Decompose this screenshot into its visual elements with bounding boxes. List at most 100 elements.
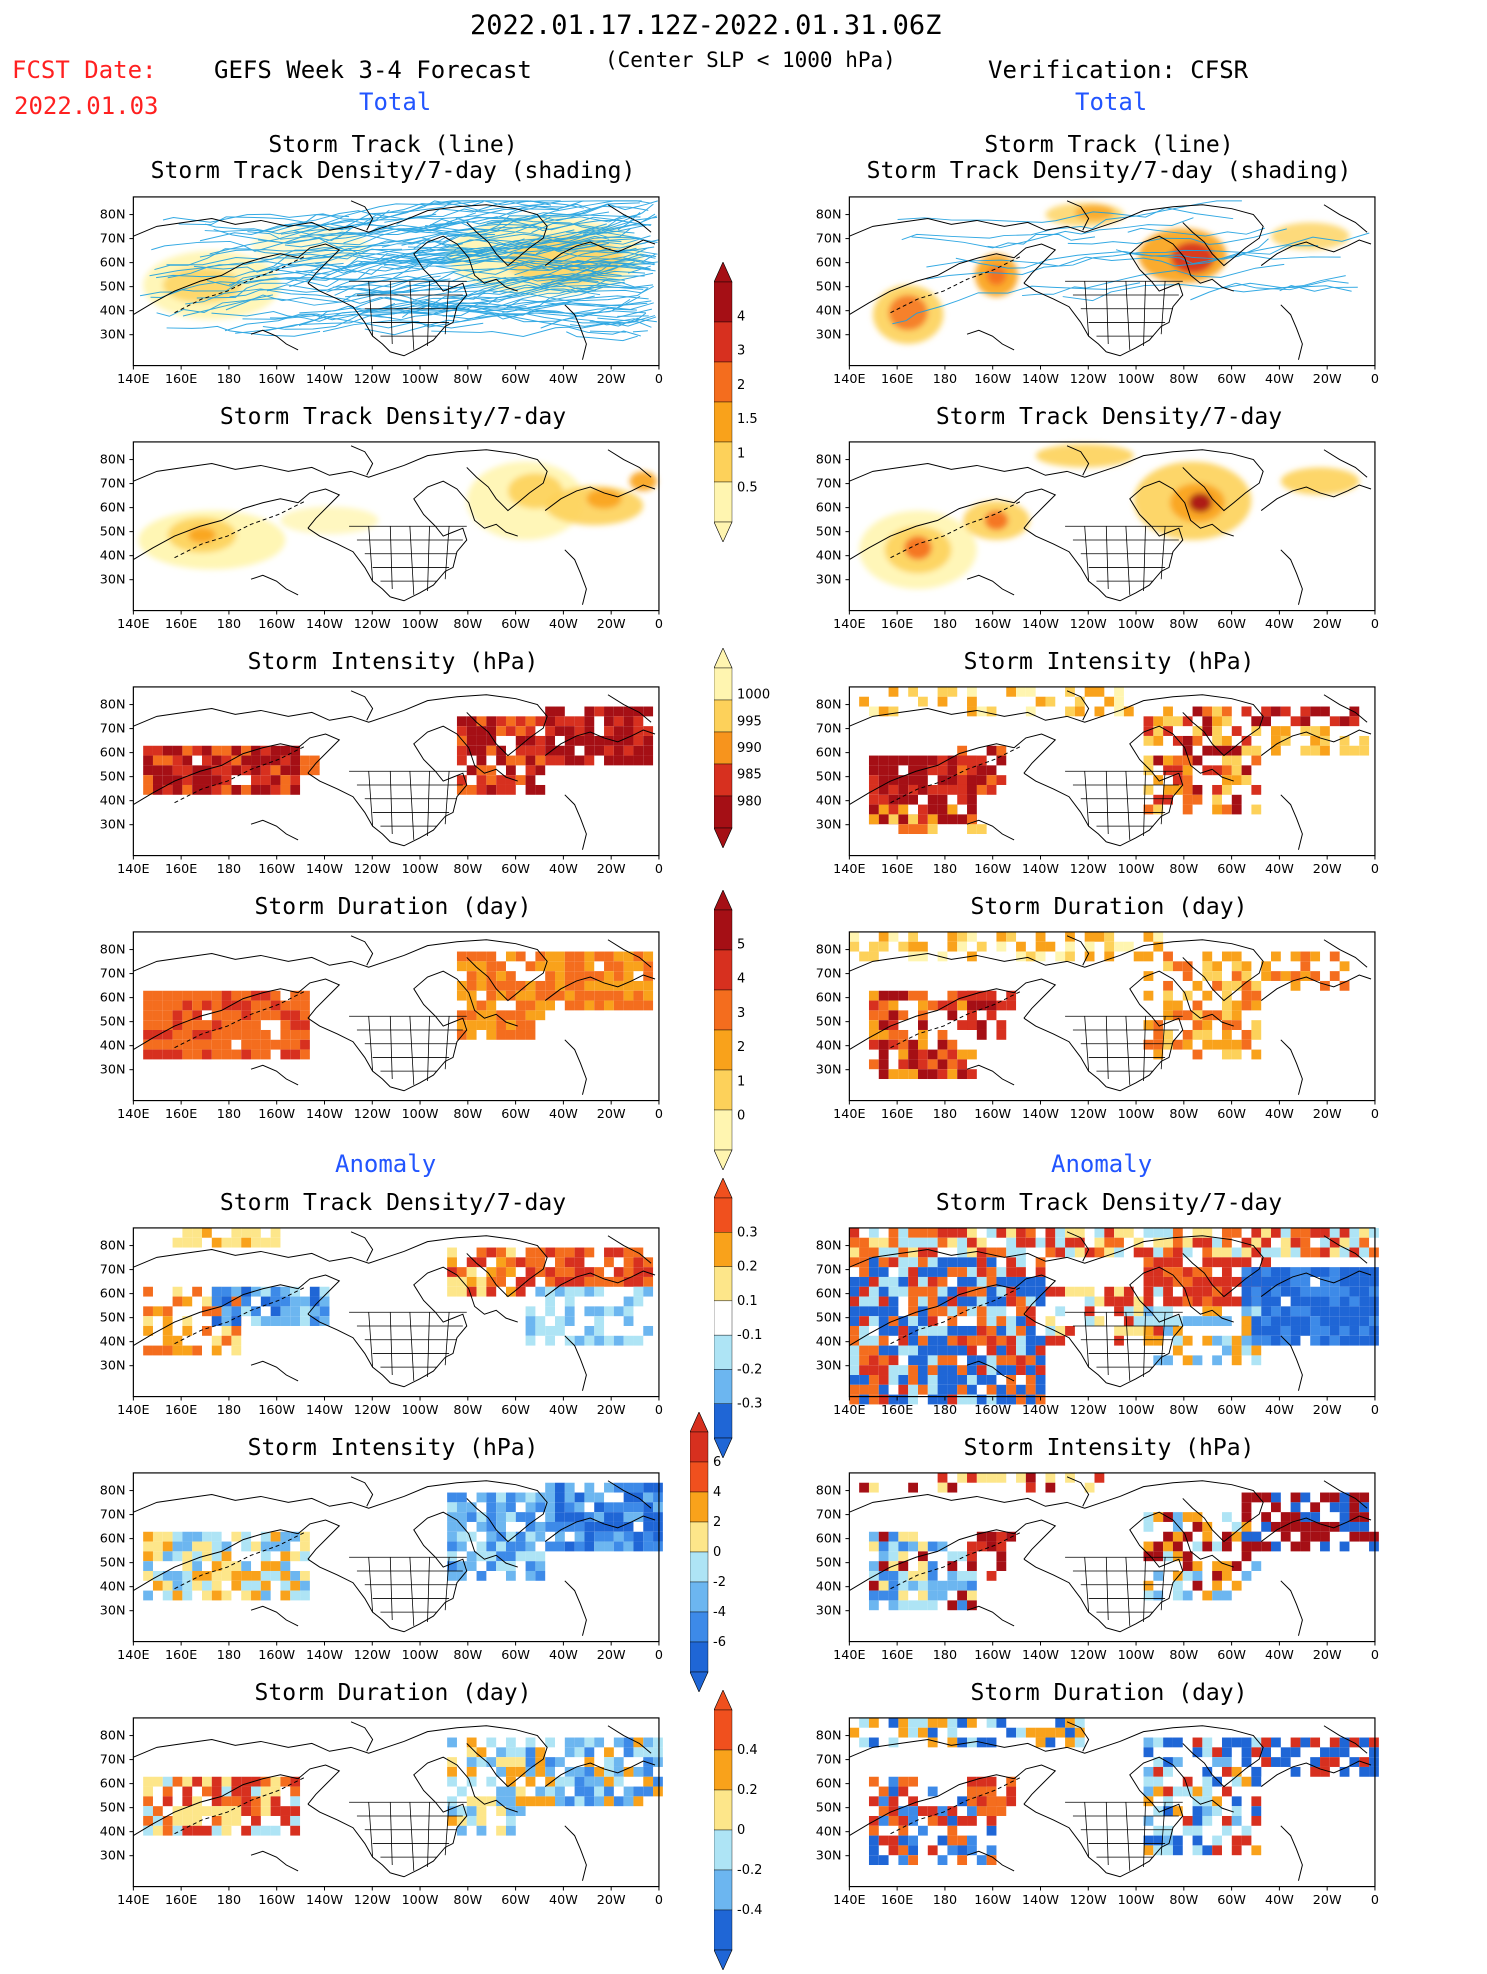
map-verif-track-lines: 80N 70N 60N 50N 40N 30N 140E 160E 180 160W 140W 120…: [816, 193, 1398, 395]
lon-tick-label: 140W: [1022, 862, 1059, 877]
lon-tick-label: 120W: [354, 1107, 391, 1122]
lon-tick-label: 140E: [833, 1107, 865, 1122]
lon-tick-label: 20W: [597, 862, 626, 877]
lon-tick-label: 140E: [117, 617, 149, 632]
map-verif-duration-anom: 80N 70N 60N 50N 40N 30N 140E 160E 180 160W 140W 120…: [816, 1714, 1398, 1916]
lon-tick-label: 60W: [501, 1403, 530, 1418]
lat-tick-label: 50N: [816, 1556, 842, 1571]
lon-tick-label: 100W: [402, 1648, 439, 1663]
panel-title-intensity: Storm Intensity (hPa): [247, 649, 539, 675]
lat-tick-label: 50N: [100, 770, 126, 785]
panel-title-track-shading-verif: Storm Track Density/7-day (shading): [866, 158, 1352, 184]
colorbar-density-anomaly: 0.3 0.2 0.1 -0.1 -0.2 -0.3: [713, 1177, 784, 1462]
lon-tick-label: 80W: [453, 1403, 482, 1418]
lon-tick-label: 20W: [1313, 1107, 1342, 1122]
map-forecast-duration-anom: 80N 70N 60N 50N 40N 30N 140E 160E 180 160W 140W 120…: [100, 1714, 682, 1916]
lat-tick-label: 70N: [100, 967, 126, 982]
lat-tick-label: 30N: [816, 328, 842, 343]
map-forecast-density-anom: 80N 70N 60N 50N 40N 30N 140E 160E 180 160W 140W 120…: [100, 1224, 682, 1426]
lon-tick-label: 40W: [1265, 862, 1294, 877]
colorbar-duration-anomaly: 0.4 0.2 0 -0.2 -0.4: [713, 1689, 784, 1974]
lon-tick-label: 40W: [1265, 1648, 1294, 1663]
lon-tick-label: 140E: [833, 1648, 865, 1663]
lat-tick-label: 50N: [100, 280, 126, 295]
panel-title-density: Storm Track Density/7-day: [219, 404, 567, 430]
lon-tick-label: 140E: [833, 862, 865, 877]
lon-tick-label: 160E: [881, 862, 913, 877]
lon-tick-label: 140W: [306, 372, 343, 387]
lat-tick-label: 40N: [100, 1039, 126, 1054]
lat-tick-label: 80N: [816, 1483, 842, 1498]
lat-tick-label: 60N: [816, 501, 842, 516]
lon-tick-label: 160W: [258, 1648, 295, 1663]
lat-tick-label: 50N: [816, 280, 842, 295]
section-total-right: Total: [1075, 88, 1148, 116]
lon-tick-label: 60W: [501, 1107, 530, 1122]
lon-tick-label: 80W: [453, 862, 482, 877]
lat-tick-label: 40N: [100, 549, 126, 564]
lat-tick-label: 40N: [816, 1039, 842, 1054]
panel-title-duration-anom-verif: Storm Duration (day): [970, 1680, 1248, 1706]
colorbar-tick-label: 1: [737, 446, 745, 461]
lat-tick-label: 40N: [100, 794, 126, 809]
lon-tick-label: 180: [217, 862, 241, 877]
lat-tick-label: 30N: [100, 573, 126, 588]
lon-tick-label: 160E: [881, 372, 913, 387]
slp-criterion-subtitle: (Center SLP < 1000 hPa): [605, 48, 896, 72]
panel-title-duration-anom: Storm Duration (day): [254, 1680, 532, 1706]
colorbar-tick-label: 1.5: [737, 412, 758, 427]
colorbar-tick-label: 1: [737, 1074, 745, 1089]
map-verif-intensity: 80N 70N 60N 50N 40N 30N 140E 160E 180 160W 140W 120…: [816, 683, 1398, 885]
lon-tick-label: 160W: [974, 1648, 1011, 1663]
lat-tick-label: 50N: [100, 1015, 126, 1030]
colorbar-intensity-anomaly: 6 4 2 0 -2 -4 -6: [689, 1411, 760, 1696]
lat-tick-label: 70N: [816, 1263, 842, 1278]
lat-tick-label: 30N: [100, 1849, 126, 1864]
lon-tick-label: 100W: [1118, 1107, 1155, 1122]
lon-tick-label: 140E: [117, 1403, 149, 1418]
lon-tick-label: 0: [1371, 1648, 1379, 1663]
lon-tick-label: 60W: [501, 1893, 530, 1908]
panel-title-track-line-verif: Storm Track (line): [984, 132, 1234, 158]
lat-tick-label: 30N: [816, 1359, 842, 1374]
lon-tick-label: 140E: [117, 1107, 149, 1122]
lat-tick-label: 60N: [816, 1532, 842, 1547]
lat-tick-label: 80N: [100, 1483, 126, 1498]
lon-tick-label: 160W: [258, 617, 295, 632]
lat-tick-label: 60N: [816, 1777, 842, 1792]
lat-tick-label: 70N: [100, 232, 126, 247]
lon-tick-label: 140W: [306, 617, 343, 632]
map-forecast-density: 80N 70N 60N 50N 40N 30N 140E 160E 180 160W 140W 120…: [100, 438, 682, 640]
lon-tick-label: 180: [933, 1893, 957, 1908]
lat-tick-label: 70N: [100, 1508, 126, 1523]
lat-tick-label: 50N: [816, 770, 842, 785]
lat-tick-label: 70N: [816, 967, 842, 982]
lon-tick-label: 120W: [1070, 1107, 1107, 1122]
lon-tick-label: 40W: [1265, 372, 1294, 387]
colorbar-tick-label: 3: [737, 1006, 745, 1021]
lon-tick-label: 180: [217, 1648, 241, 1663]
lon-tick-label: 40W: [549, 1648, 578, 1663]
lat-tick-label: 70N: [816, 1753, 842, 1768]
lon-tick-label: 0: [1371, 617, 1379, 632]
lon-tick-label: 0: [655, 372, 663, 387]
colorbar-tick-label: 0.3: [737, 1225, 758, 1240]
lon-tick-label: 60W: [1217, 1107, 1246, 1122]
lon-tick-label: 20W: [1313, 1403, 1342, 1418]
map-verif-duration: 80N 70N 60N 50N 40N 30N 140E 160E 180 160W 140W 120…: [816, 928, 1398, 1130]
lat-tick-label: 30N: [100, 1604, 126, 1619]
lon-tick-label: 40W: [549, 1403, 578, 1418]
lon-tick-label: 140E: [833, 617, 865, 632]
lon-tick-label: 60W: [1217, 1403, 1246, 1418]
lat-tick-label: 50N: [100, 1556, 126, 1571]
lat-tick-label: 80N: [816, 1728, 842, 1743]
lon-tick-label: 160W: [974, 1403, 1011, 1418]
lon-tick-label: 140W: [1022, 617, 1059, 632]
lon-tick-label: 160W: [974, 372, 1011, 387]
lon-tick-label: 120W: [1070, 1648, 1107, 1663]
lon-tick-label: 140E: [117, 372, 149, 387]
lon-tick-label: 160E: [165, 1648, 197, 1663]
lon-tick-label: 40W: [549, 1893, 578, 1908]
colorbar-tick-label: 4: [713, 1485, 721, 1500]
lon-tick-label: 180: [217, 372, 241, 387]
